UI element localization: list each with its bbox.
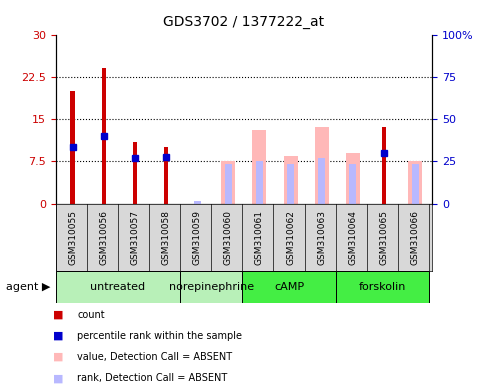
Text: GSM310059: GSM310059 bbox=[193, 210, 202, 265]
Text: GSM310060: GSM310060 bbox=[224, 210, 233, 265]
Bar bbox=[336, 271, 429, 303]
Bar bbox=[256, 161, 263, 204]
Text: GSM310062: GSM310062 bbox=[286, 210, 295, 265]
Bar bbox=[315, 127, 329, 204]
Bar bbox=[194, 201, 200, 204]
Text: value, Detection Call = ABSENT: value, Detection Call = ABSENT bbox=[77, 352, 232, 362]
Bar bbox=[71, 91, 75, 204]
Bar bbox=[284, 156, 298, 204]
Text: GDS3702 / 1377222_at: GDS3702 / 1377222_at bbox=[163, 15, 325, 29]
Text: ■: ■ bbox=[53, 331, 64, 341]
Bar bbox=[164, 147, 168, 204]
Text: GSM310066: GSM310066 bbox=[411, 210, 420, 265]
Text: GSM310057: GSM310057 bbox=[130, 210, 140, 265]
Text: GSM310058: GSM310058 bbox=[162, 210, 170, 265]
Text: GSM310056: GSM310056 bbox=[99, 210, 108, 265]
Text: GSM310063: GSM310063 bbox=[317, 210, 326, 265]
Bar bbox=[56, 271, 180, 303]
Text: agent ▶: agent ▶ bbox=[6, 282, 51, 292]
Text: ■: ■ bbox=[53, 310, 64, 320]
Text: percentile rank within the sample: percentile rank within the sample bbox=[77, 331, 242, 341]
Bar bbox=[346, 153, 360, 204]
Text: forskolin: forskolin bbox=[359, 282, 406, 292]
Bar bbox=[225, 164, 232, 204]
Bar bbox=[101, 68, 106, 204]
Text: GSM310064: GSM310064 bbox=[348, 210, 357, 265]
Text: cAMP: cAMP bbox=[274, 282, 304, 292]
Text: GSM310055: GSM310055 bbox=[68, 210, 77, 265]
Bar bbox=[408, 161, 422, 204]
Text: ■: ■ bbox=[53, 373, 64, 383]
Bar bbox=[221, 161, 235, 204]
Text: rank, Detection Call = ABSENT: rank, Detection Call = ABSENT bbox=[77, 373, 227, 383]
Bar bbox=[350, 164, 356, 204]
Bar bbox=[382, 127, 386, 204]
Bar bbox=[318, 159, 325, 204]
Text: GSM310065: GSM310065 bbox=[380, 210, 388, 265]
Text: GSM310061: GSM310061 bbox=[255, 210, 264, 265]
Text: ■: ■ bbox=[53, 352, 64, 362]
Bar bbox=[253, 130, 267, 204]
Bar bbox=[242, 271, 336, 303]
Text: norepinephrine: norepinephrine bbox=[169, 282, 254, 292]
Text: count: count bbox=[77, 310, 105, 320]
Text: untreated: untreated bbox=[90, 282, 145, 292]
Bar bbox=[287, 164, 294, 204]
Bar bbox=[412, 164, 419, 204]
Bar bbox=[180, 271, 242, 303]
Bar bbox=[133, 142, 137, 204]
